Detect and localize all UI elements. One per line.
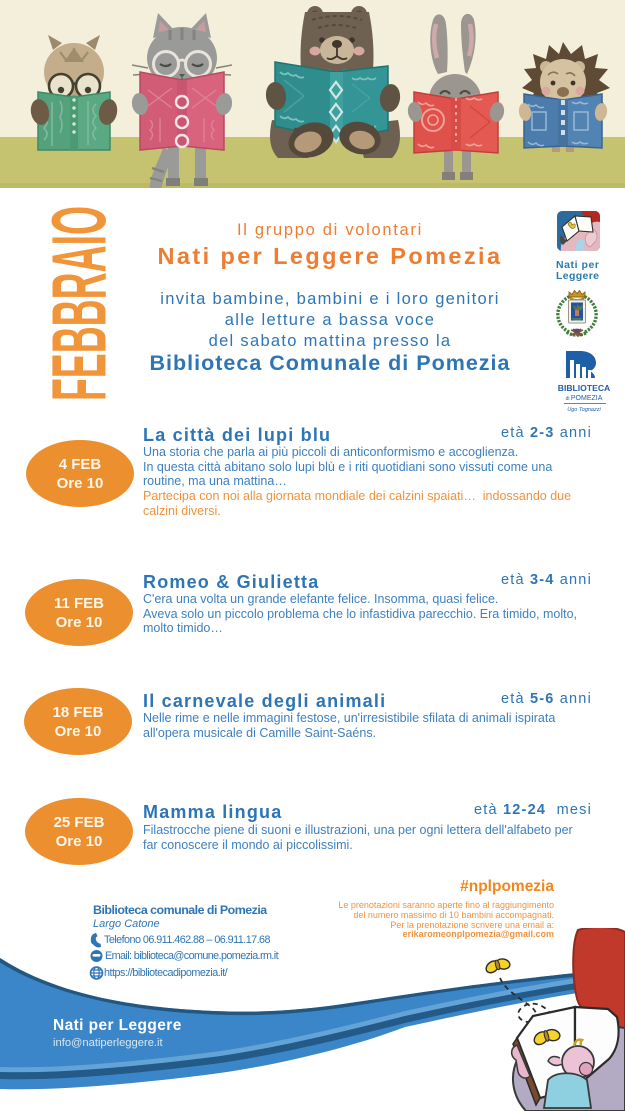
svg-text:di POMEZIA: di POMEZIA [566,395,603,402]
svg-text:BIBLIOTECA: BIBLIOTECA [558,383,611,393]
svg-text:Ugo Tognazzi: Ugo Tognazzi [567,407,601,413]
svg-text:Leggere: Leggere [556,270,599,282]
svg-text:FEBBRAIO: FEBBRAIO [37,206,123,401]
svg-text:Nati per: Nati per [556,259,599,271]
